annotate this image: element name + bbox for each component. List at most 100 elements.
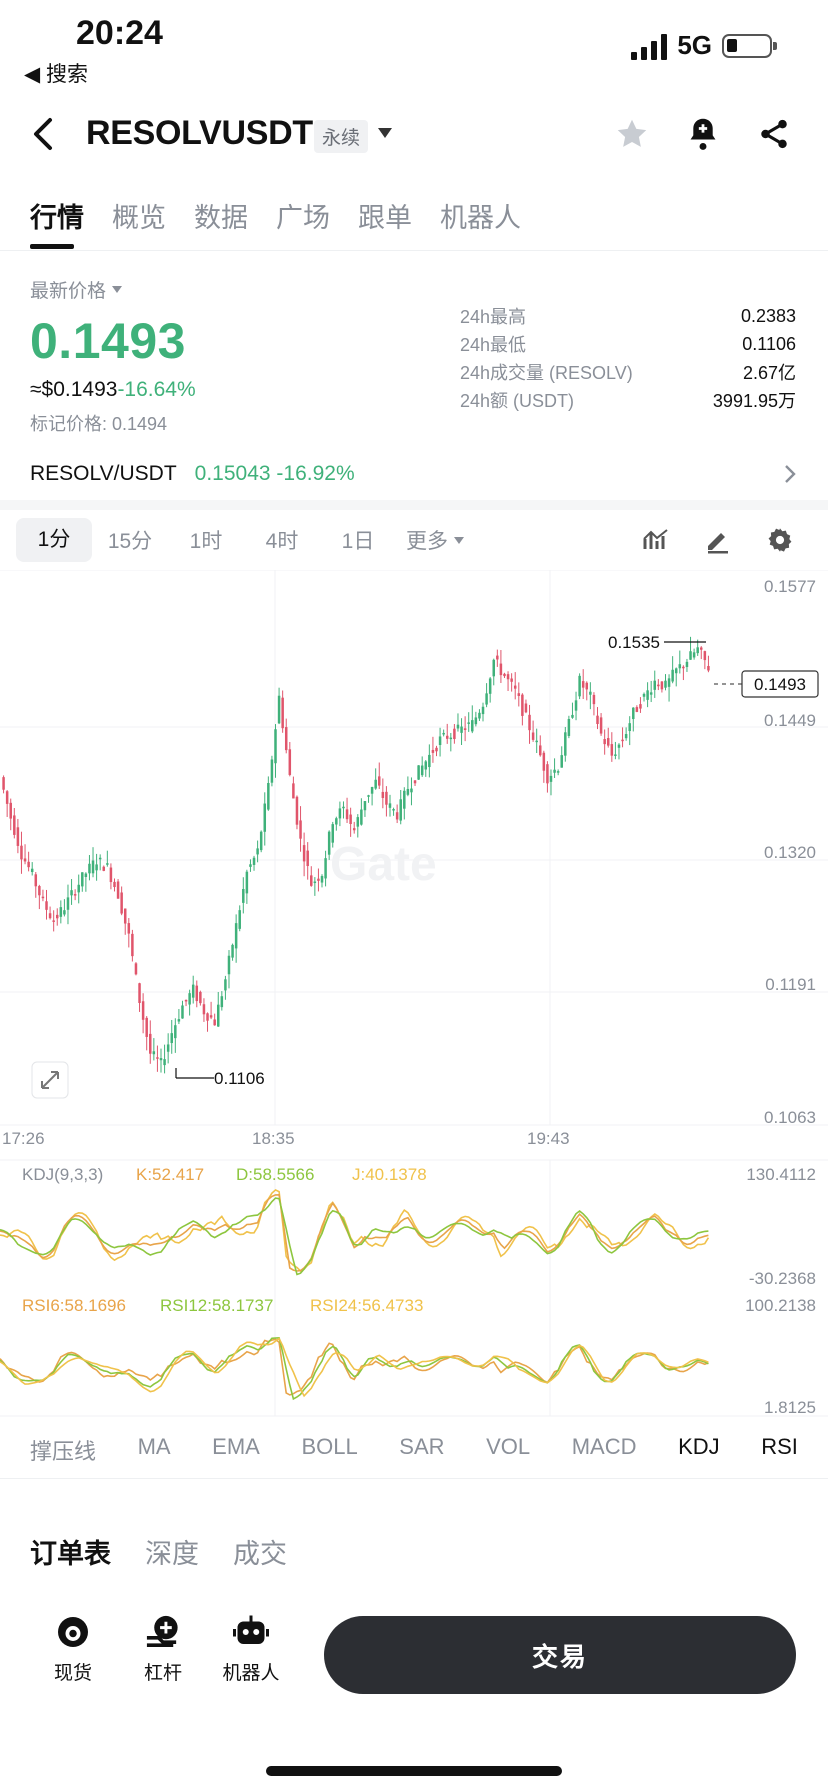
ind-ma[interactable]: MA bbox=[137, 1434, 171, 1459]
kdj-axis-top: 130.4112 bbox=[746, 1165, 816, 1184]
indicator-icon[interactable] bbox=[640, 524, 672, 556]
kline-chart[interactable]: Gate 0.1577 0.1449 0.1320 0.1191 0.1063 … bbox=[0, 570, 828, 1420]
tab-data[interactable]: 数据 bbox=[194, 203, 248, 233]
draw-pencil-icon[interactable] bbox=[702, 524, 734, 556]
chart-settings-gear-icon[interactable] bbox=[764, 524, 796, 556]
tab-trades[interactable]: 成交 bbox=[233, 1539, 287, 1569]
price-change: -16.64% bbox=[117, 378, 196, 401]
candle-body bbox=[88, 863, 91, 874]
candle-body bbox=[345, 809, 349, 820]
spot-market-link[interactable]: RESOLV/USDT 0.15043 -16.92% bbox=[30, 462, 798, 486]
candle-body bbox=[120, 892, 123, 914]
divider bbox=[0, 250, 828, 251]
expand-chart-icon[interactable] bbox=[31, 1061, 69, 1099]
usd-price-line: ≈$0.1493-16.64% bbox=[30, 378, 196, 402]
ind-rsi[interactable]: RSI bbox=[761, 1434, 798, 1459]
favorite-star-icon[interactable] bbox=[612, 114, 652, 154]
candle-body bbox=[274, 729, 277, 764]
interval-1d[interactable]: 1日 bbox=[341, 530, 375, 553]
candle-body bbox=[542, 752, 546, 771]
price-alert-icon[interactable] bbox=[683, 114, 723, 154]
kdj-d-line bbox=[0, 1197, 709, 1276]
candle-body bbox=[249, 864, 252, 867]
ind-support-resistance[interactable]: 撑压线 bbox=[30, 1439, 97, 1464]
tab-copy-trade[interactable]: 跟单 bbox=[358, 203, 412, 233]
symbol-dropdown-icon[interactable] bbox=[378, 128, 392, 138]
last-price-selector[interactable]: 最新价格 bbox=[30, 276, 123, 303]
candle-body bbox=[41, 896, 45, 899]
candle-body bbox=[116, 881, 120, 899]
candle-body bbox=[131, 933, 134, 957]
candle-body bbox=[700, 647, 703, 650]
candle-body bbox=[227, 955, 231, 975]
interval-4h[interactable]: 4时 bbox=[265, 530, 299, 553]
tab-order-book[interactable]: 订单表 bbox=[30, 1539, 111, 1569]
divider bbox=[0, 1478, 828, 1479]
candle-body bbox=[556, 771, 560, 773]
interval-1h[interactable]: 1时 bbox=[189, 530, 223, 553]
home-indicator bbox=[266, 1766, 562, 1776]
candle-body bbox=[453, 728, 456, 740]
trade-button[interactable]: 交易 bbox=[324, 1616, 796, 1694]
status-indicators: 5G bbox=[631, 30, 777, 61]
interval-15m[interactable]: 15分 bbox=[107, 530, 153, 553]
ind-macd[interactable]: MACD bbox=[571, 1434, 637, 1459]
candle-body bbox=[463, 728, 467, 730]
tab-square[interactable]: 广场 bbox=[276, 203, 330, 233]
candle-body bbox=[292, 783, 295, 799]
ind-ema[interactable]: EMA bbox=[212, 1434, 260, 1459]
stat-value: 3991.95万 bbox=[712, 391, 796, 411]
stat-row: 24h成交量 (RESOLV) 2.67亿 bbox=[460, 358, 796, 386]
nav-bot[interactable]: 机器人 bbox=[206, 1614, 296, 1685]
chart-grid bbox=[0, 570, 828, 1417]
last-price-marker[interactable]: 0.1493 bbox=[714, 670, 819, 698]
tab-depth[interactable]: 深度 bbox=[145, 1539, 199, 1569]
candle-body bbox=[449, 737, 453, 740]
candle-body bbox=[392, 809, 395, 811]
candle-body bbox=[420, 765, 424, 776]
candle-body bbox=[635, 707, 639, 712]
candle-body bbox=[238, 910, 241, 929]
share-icon[interactable] bbox=[754, 114, 794, 154]
high-marker: 0.1535 bbox=[608, 633, 706, 652]
candle-body bbox=[202, 1004, 206, 1015]
tab-overview[interactable]: 概览 bbox=[112, 203, 166, 233]
candle-body bbox=[327, 831, 331, 855]
candle-body bbox=[302, 845, 306, 862]
rsi24-line bbox=[0, 1337, 709, 1398]
last-price-marker-label: 0.1493 bbox=[754, 675, 806, 694]
candle-body bbox=[642, 693, 646, 697]
network-label: 5G bbox=[677, 30, 712, 60]
low-marker: 0.1106 bbox=[175, 1068, 265, 1088]
tab-market[interactable]: 行情 bbox=[30, 203, 84, 233]
candle-body bbox=[231, 944, 234, 958]
candle-body bbox=[317, 878, 320, 881]
ind-vol[interactable]: VOL bbox=[486, 1434, 531, 1459]
stats-24h: 24h最高 0.2383 24h最低 0.1106 24h成交量 (RESOLV) 2… bbox=[460, 302, 796, 414]
back-arrow-icon[interactable] bbox=[26, 114, 60, 154]
candle-body bbox=[585, 682, 589, 690]
contract-symbol[interactable]: RESOLVUSDT bbox=[86, 114, 313, 152]
ind-kdj[interactable]: KDJ bbox=[678, 1434, 720, 1459]
candle-body bbox=[649, 692, 653, 695]
time-tick: 19:43 bbox=[527, 1129, 570, 1148]
interval-more[interactable]: 更多 bbox=[406, 525, 464, 555]
ind-sar[interactable]: SAR bbox=[399, 1434, 445, 1459]
back-to-search[interactable]: ◀ 搜索 bbox=[24, 58, 88, 88]
kdj-label: KDJ(9,3,3) bbox=[22, 1165, 103, 1184]
nav-spot[interactable]: 现货 bbox=[28, 1614, 118, 1685]
ind-boll[interactable]: BOLL bbox=[301, 1434, 358, 1459]
interval-selector: 1分 15分 1时 4时 1日 更多 bbox=[16, 516, 816, 564]
price-tick: 0.1191 bbox=[765, 975, 816, 994]
candle-body bbox=[639, 704, 642, 709]
interval-1m[interactable]: 1分 bbox=[16, 518, 92, 562]
tab-bots[interactable]: 机器人 bbox=[440, 203, 521, 233]
candle-body bbox=[299, 820, 302, 839]
candle-body bbox=[599, 717, 603, 734]
candles bbox=[2, 636, 710, 1074]
candle-body bbox=[313, 881, 317, 884]
nav-margin[interactable]: 杠杆 bbox=[118, 1614, 208, 1685]
candle-body bbox=[445, 735, 449, 739]
candle-body bbox=[188, 993, 191, 1005]
candle-body bbox=[277, 695, 281, 724]
